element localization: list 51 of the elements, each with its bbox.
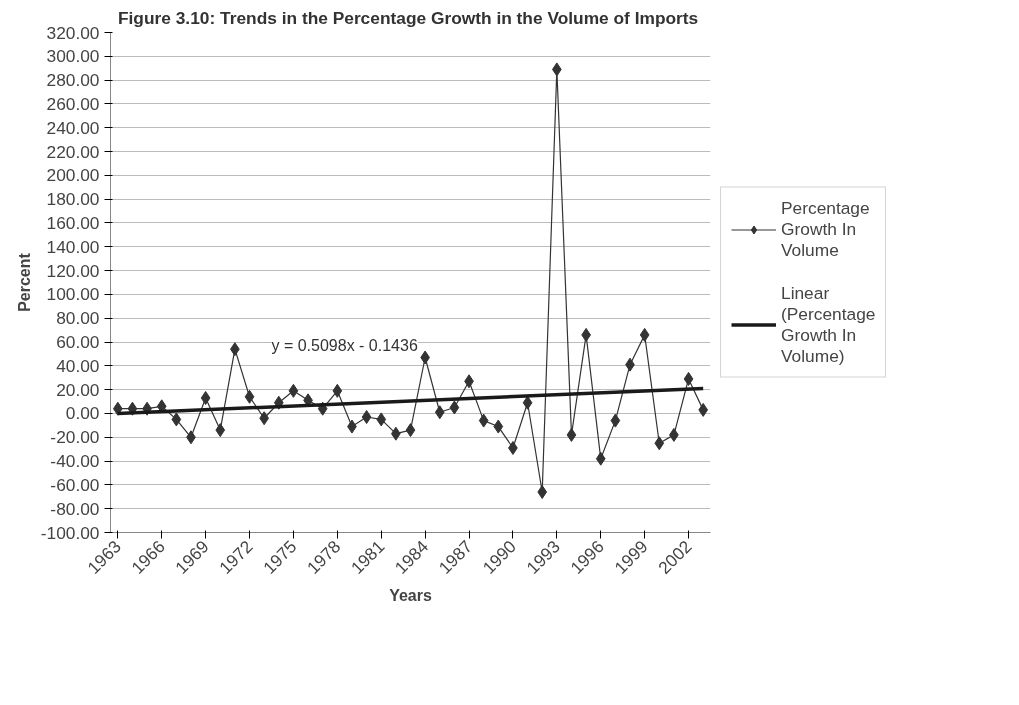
legend-label: Percentage Growth In Volume	[781, 197, 870, 261]
y-tick-label: -20.00	[50, 427, 100, 448]
y-tick-label: 200.00	[46, 165, 100, 186]
y-tick-label: 20.00	[56, 379, 100, 400]
y-tick-label: 40.00	[56, 355, 100, 376]
y-tick-label: 280.00	[46, 70, 100, 91]
point	[683, 371, 694, 386]
point	[112, 401, 123, 416]
point	[522, 395, 533, 410]
point	[332, 383, 343, 398]
point	[434, 405, 445, 420]
y-tick-label: -60.00	[50, 474, 100, 495]
y-tick-label: 160.00	[46, 212, 100, 233]
legend-label: Linear (Percentage Growth In Volume)	[781, 282, 876, 367]
y-tick-label: 60.00	[56, 332, 100, 353]
point	[200, 390, 211, 405]
point	[610, 413, 621, 428]
chart-title: Figure 3.10: Trends in the Percentage Growth in the Volume of Imports	[117, 7, 699, 28]
y-tick-label: 140.00	[46, 236, 100, 257]
point	[566, 427, 577, 442]
y-axis-title: Percent	[15, 252, 33, 312]
point	[361, 410, 372, 425]
y-tick-label: 320.00	[46, 22, 100, 43]
y-tick-label: 240.00	[46, 117, 100, 138]
y-tick-label: -80.00	[50, 498, 100, 519]
point	[478, 413, 489, 428]
point	[698, 402, 709, 417]
point	[244, 389, 255, 404]
y-tick-label: -40.00	[50, 451, 100, 472]
point	[171, 412, 182, 427]
annotation: y = 0.5098x - 0.1436	[271, 336, 418, 354]
point	[493, 419, 504, 434]
point	[376, 412, 387, 427]
y-tick-label: 220.00	[46, 141, 100, 162]
point	[288, 383, 299, 398]
point	[639, 327, 650, 342]
y-tick-label: 300.00	[46, 46, 100, 67]
point	[449, 400, 460, 415]
point	[215, 423, 226, 438]
y-tick-label: -100.00	[40, 522, 100, 543]
point	[537, 485, 548, 500]
y-tick-label: 80.00	[56, 308, 100, 329]
x-axis-title: Years	[389, 587, 432, 605]
point	[654, 436, 665, 451]
y-tick-label: 100.00	[46, 284, 100, 305]
point	[405, 423, 416, 438]
point	[595, 451, 606, 466]
y-tick-label: 260.00	[46, 93, 100, 114]
y-tick-label: 0.00	[65, 403, 100, 424]
y-tick-label: 120.00	[46, 260, 100, 281]
y-tick-label: 180.00	[46, 189, 100, 210]
